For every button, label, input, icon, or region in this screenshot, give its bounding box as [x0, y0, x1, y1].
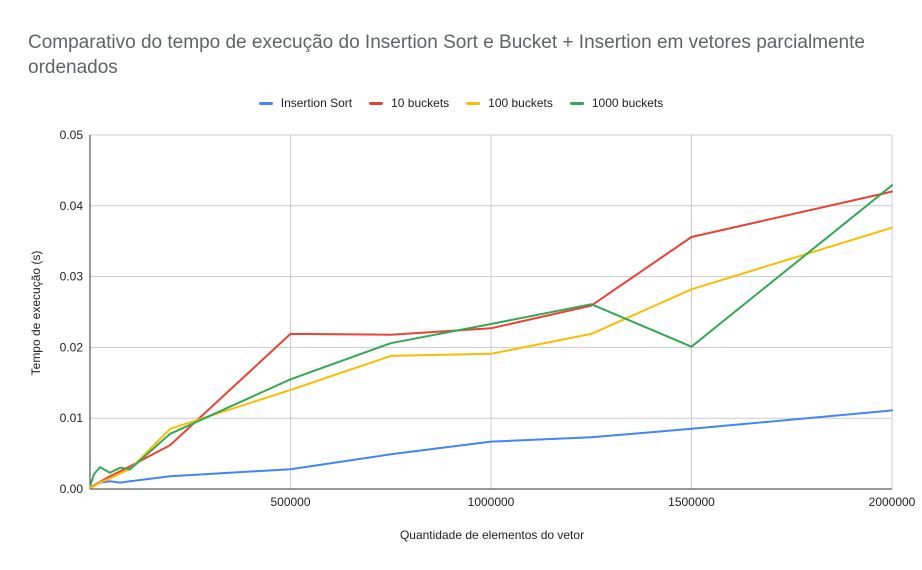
- legend-item[interactable]: Insertion Sort: [258, 94, 353, 112]
- legend-swatch: [466, 101, 481, 105]
- legend-item[interactable]: 1000 buckets: [569, 94, 664, 112]
- legend-item[interactable]: 100 buckets: [466, 94, 553, 112]
- x-tick-label: 1500000: [668, 495, 715, 509]
- chart-title: Comparativo do tempo de execução do Inse…: [28, 32, 865, 78]
- y-tick-label: 0.01: [60, 411, 84, 425]
- gridlines: [90, 134, 893, 489]
- legend-label: 10 buckets: [391, 96, 450, 110]
- y-axis-label: Tempo de execução (s): [29, 251, 43, 376]
- legend: Insertion Sort 10 buckets 100 buckets 1000 …: [0, 94, 922, 112]
- legend-label: Insertion Sort: [280, 96, 353, 110]
- x-axis-label: Quantidade de elementos do vetor: [400, 528, 584, 542]
- series-lines: [89, 184, 893, 489]
- y-tick-label: 0.02: [60, 340, 84, 354]
- tick-labels: 0.00 0.01 0.02 0.03 0.04 0.05 500000 1000000 150…: [60, 128, 916, 509]
- legend-swatch: [258, 101, 273, 105]
- y-tick-label: 0.00: [60, 482, 84, 496]
- series-line-3: [89, 226, 893, 489]
- legend-item[interactable]: 10 buckets: [369, 94, 449, 112]
- y-tick-label: 0.04: [60, 199, 84, 213]
- legend-label: 100 buckets: [488, 96, 553, 110]
- x-tick-label: 2000000: [869, 495, 916, 509]
- legend-swatch: [569, 101, 584, 105]
- legend-swatch: [369, 101, 384, 105]
- legend-label: 1000 buckets: [591, 96, 664, 110]
- x-tick-label: 500000: [270, 495, 310, 509]
- y-tick-label: 0.03: [60, 270, 84, 284]
- series-line-4: [89, 184, 893, 487]
- y-tick-label: 0.05: [60, 128, 84, 142]
- axes: [89, 135, 892, 490]
- x-tick-label: 1000000: [468, 495, 515, 509]
